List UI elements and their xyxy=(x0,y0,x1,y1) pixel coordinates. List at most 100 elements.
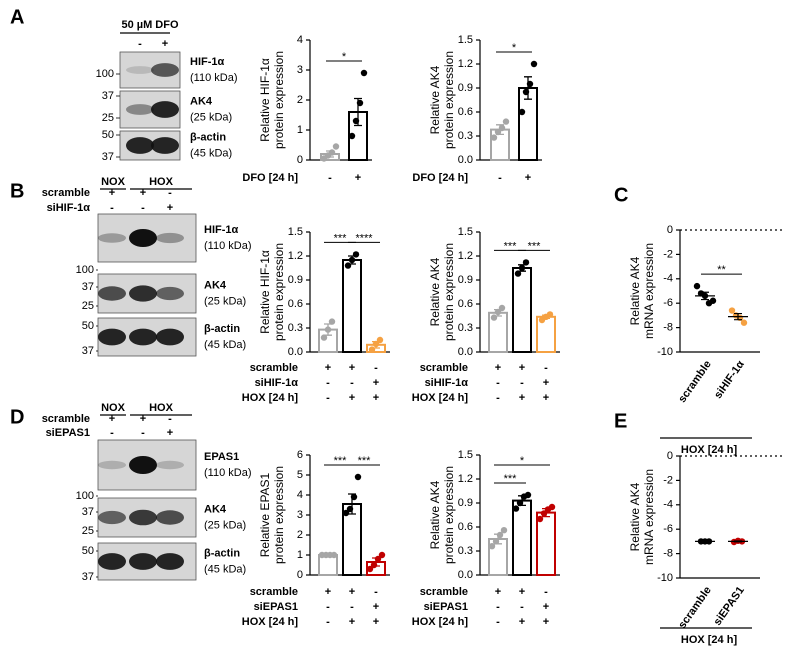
y-axis-label: protein expression xyxy=(272,466,286,564)
data-point xyxy=(526,80,534,88)
band-kda: (25 kDa) xyxy=(204,295,246,307)
lane-sign: - xyxy=(110,202,114,214)
data-point xyxy=(352,251,360,258)
y-tick-label: -6 xyxy=(663,523,673,535)
data-point xyxy=(378,551,386,559)
y-tick-label: 3 xyxy=(297,509,303,521)
condition-sign: - xyxy=(350,601,354,613)
condition-label: DFO [24 h] xyxy=(412,172,468,184)
bar xyxy=(342,259,362,353)
y-tick-label: 1.2 xyxy=(458,58,473,70)
band-kda: (110 kDa) xyxy=(204,240,251,252)
mw-marker: 37 xyxy=(102,151,114,163)
condition-label: siEPAS1 xyxy=(424,601,468,613)
data-point xyxy=(352,117,360,125)
data-point xyxy=(328,318,336,325)
panel-letter: B xyxy=(10,180,24,202)
condition-sign: - xyxy=(326,616,330,628)
error-bar xyxy=(734,312,742,321)
y-tick-label: 0 xyxy=(667,450,673,462)
data-point xyxy=(494,308,502,316)
condition-label: scramble xyxy=(250,586,298,598)
y-tick-label: 0 xyxy=(297,154,303,166)
blot-band xyxy=(129,553,157,570)
lane-sign: - xyxy=(138,38,142,50)
significance-label: * xyxy=(520,455,525,467)
y-tick-label: -2 xyxy=(663,248,673,260)
blot-band xyxy=(129,456,157,474)
data-point xyxy=(356,99,364,107)
data-point xyxy=(693,282,701,290)
blot-band xyxy=(98,510,126,525)
condition-sign: + xyxy=(355,172,361,184)
condition-sign: - xyxy=(496,616,500,628)
lane-sign: + xyxy=(109,413,115,425)
condition-sign: + xyxy=(495,362,501,374)
treatment-header: 50 µM DFO xyxy=(121,19,179,31)
blot-band xyxy=(98,460,126,470)
condition-sign: + xyxy=(525,172,531,184)
y-axis-label: Relative AK4 xyxy=(628,482,642,551)
y-tick-label: 0.0 xyxy=(458,569,473,581)
data-point xyxy=(366,565,374,573)
y-tick-label: 2 xyxy=(297,529,303,541)
y-tick-label: -8 xyxy=(663,322,673,334)
condition-sign: - xyxy=(326,392,330,404)
mw-marker: 100 xyxy=(76,264,94,276)
lane-sign: + xyxy=(140,413,146,425)
condition-label: HOX [24 h] xyxy=(412,616,469,628)
blot-band xyxy=(156,232,184,244)
y-axis-label: Relative AK4 xyxy=(428,257,442,326)
data-point xyxy=(514,270,522,277)
data-point xyxy=(320,334,328,341)
blot-band xyxy=(98,328,126,346)
x-tick-label: scramble xyxy=(676,585,714,631)
error-bar xyxy=(524,76,532,100)
x-tick-label: siHIF-1α xyxy=(712,358,747,401)
y-tick-label: 1 xyxy=(297,549,303,561)
band-name: β-actin xyxy=(204,547,240,559)
lane-sign: + xyxy=(140,187,146,199)
band-kda: (25 kDa) xyxy=(190,111,232,123)
condition-sign: + xyxy=(543,392,549,404)
y-axis-label: mRNA expression xyxy=(642,469,656,565)
y-tick-label: -2 xyxy=(663,474,673,486)
row-label: scramble xyxy=(42,413,90,425)
lane-sign: + xyxy=(109,187,115,199)
y-tick-label: 1 xyxy=(297,124,303,136)
data-point xyxy=(728,307,736,314)
error-bar xyxy=(734,540,742,543)
data-point xyxy=(328,149,336,156)
data-point xyxy=(530,60,538,68)
condition-sign: - xyxy=(328,172,332,184)
condition-sign: - xyxy=(350,377,354,389)
data-point xyxy=(348,132,356,140)
group-label: HOX [24 h] xyxy=(681,444,738,456)
condition-label: HOX [24 h] xyxy=(412,392,469,404)
y-tick-label: -6 xyxy=(663,297,673,309)
condition-sign: + xyxy=(373,377,379,389)
mw-marker: 25 xyxy=(82,525,94,537)
significance-label: *** xyxy=(334,232,348,244)
condition-sign: + xyxy=(495,586,501,598)
y-tick-label: 0.9 xyxy=(288,274,303,286)
y-tick-label: 0 xyxy=(667,224,673,236)
data-point xyxy=(344,262,352,269)
y-tick-label: 0.9 xyxy=(458,497,473,509)
data-point xyxy=(492,538,500,545)
condition-label: scramble xyxy=(420,586,468,598)
data-point xyxy=(330,551,338,559)
data-point xyxy=(350,493,358,501)
band-kda: (45 kDa) xyxy=(204,339,246,351)
band-name: AK4 xyxy=(190,95,213,107)
condition-sign: - xyxy=(520,601,524,613)
y-axis-label: protein expression xyxy=(272,51,286,149)
band-name: AK4 xyxy=(204,503,227,515)
mw-marker: 50 xyxy=(82,320,94,332)
blot-band xyxy=(129,229,157,247)
mw-marker: 50 xyxy=(82,545,94,557)
data-point xyxy=(490,314,498,321)
significance-label: **** xyxy=(355,232,373,244)
blot-band xyxy=(129,509,157,526)
